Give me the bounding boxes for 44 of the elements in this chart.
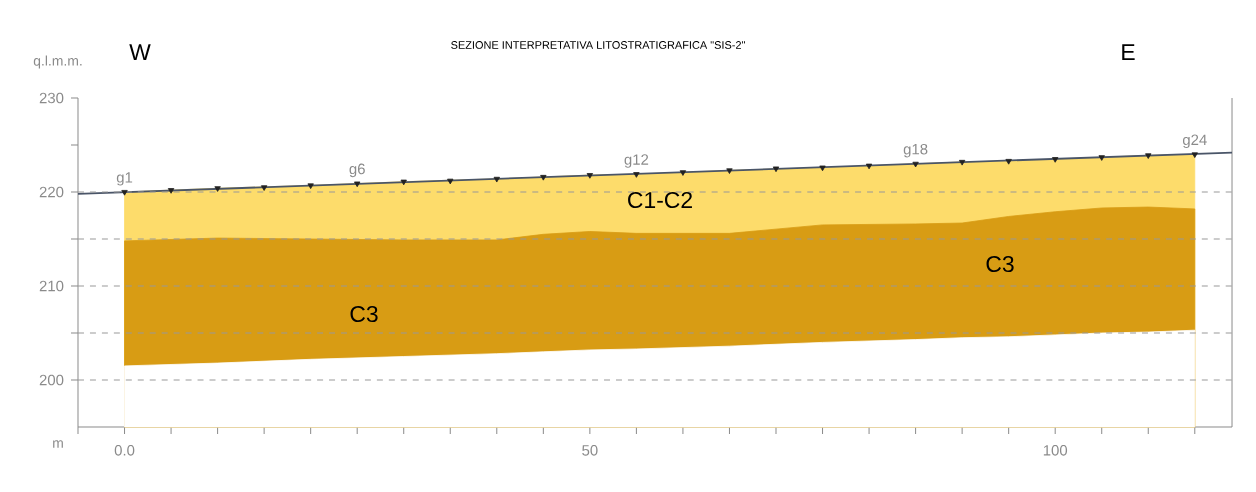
point: [819, 165, 826, 172]
point: [586, 173, 594, 179]
point: [912, 161, 919, 168]
x-axis-title: m: [53, 440, 63, 448]
point: [167, 188, 175, 194]
y-tick-label: 220: [39, 186, 64, 198]
point: [447, 178, 454, 185]
annotation: C3: [350, 305, 378, 323]
point: [726, 168, 733, 174]
point: [1191, 152, 1198, 158]
point: [1145, 153, 1152, 159]
point: [1005, 158, 1012, 165]
y-tick-label: 210: [39, 280, 64, 292]
point: [772, 166, 780, 173]
point: [493, 176, 500, 183]
x-tick-label: 100: [1043, 445, 1068, 456]
data-label: g24: [1182, 134, 1207, 149]
point: [214, 186, 221, 192]
point: [260, 185, 268, 191]
point: [865, 163, 873, 170]
data-label: g18: [903, 143, 928, 158]
text: W: [129, 44, 151, 60]
point: [633, 172, 640, 178]
y-tick-label: 230: [39, 92, 64, 104]
text: E: [1122, 44, 1135, 60]
point: [540, 174, 547, 181]
point: [958, 159, 966, 166]
data-label: g6: [349, 163, 365, 178]
x-tick-label: 0.0: [114, 445, 135, 456]
x-tick-label: 50: [582, 445, 598, 456]
point: [1052, 157, 1059, 163]
point: [121, 190, 128, 196]
point: [679, 170, 687, 176]
data-label: g12: [624, 154, 649, 168]
y-axis-title: q.l.m.m.: [33, 55, 82, 69]
point: [354, 181, 361, 188]
annotation: C3: [986, 255, 1014, 273]
point: [400, 179, 407, 186]
point: [307, 183, 314, 190]
annotation: C1-C2: [628, 191, 692, 209]
data-label: g1: [116, 172, 133, 186]
y-tick-label: 200: [39, 374, 64, 386]
point: [1098, 155, 1105, 161]
chart-title: SEZIONE INTERPRETATIVA LITOSTRATIGRAFICA "SIS-2": [451, 41, 745, 49]
